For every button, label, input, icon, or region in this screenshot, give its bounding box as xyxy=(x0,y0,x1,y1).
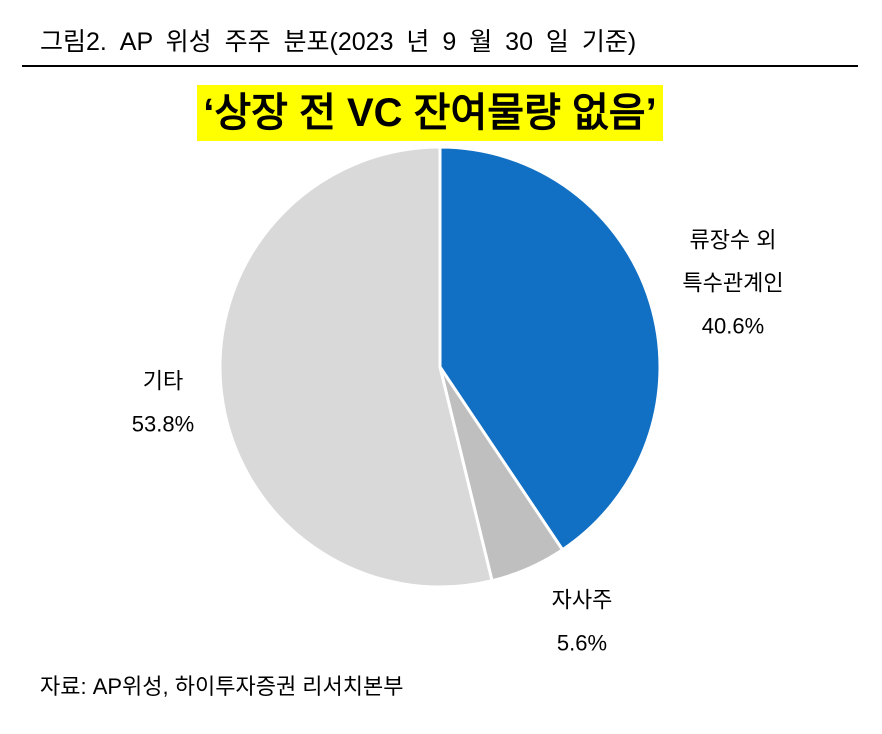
pie-slices xyxy=(218,145,662,589)
source-note: 자료: AP위성, 하이투자증권 리서치본부 xyxy=(40,674,404,699)
slice-label-2-line-1: 자사주 xyxy=(552,588,613,613)
slice-value-label-1: 40.6% xyxy=(702,314,764,339)
pie-slice-1 xyxy=(438,145,662,552)
pie-slice-3 xyxy=(218,145,494,589)
headline-row: ‘상장 전 VC 잔여물량 없음’ xyxy=(0,85,860,141)
caption-rule xyxy=(22,65,858,67)
subtitle-highlight: ‘상장 전 VC 잔여물량 없음’ xyxy=(197,85,663,141)
slice-label-3-line-1: 기타 xyxy=(143,369,183,394)
slice-label-1-line-1: 류장수 외 xyxy=(689,228,776,253)
slice-value-label-3: 53.8% xyxy=(132,412,194,437)
figure-caption: 그림2. AP 위성 주주 분포(2023 년 9 월 30 일 기준) xyxy=(40,28,637,56)
slice-value-label-2: 5.6% xyxy=(557,631,607,656)
subtitle-text: ‘상장 전 VC 잔여물량 없음’ xyxy=(203,91,657,135)
slice-label-1-line-2: 특수관계인 xyxy=(682,271,783,296)
